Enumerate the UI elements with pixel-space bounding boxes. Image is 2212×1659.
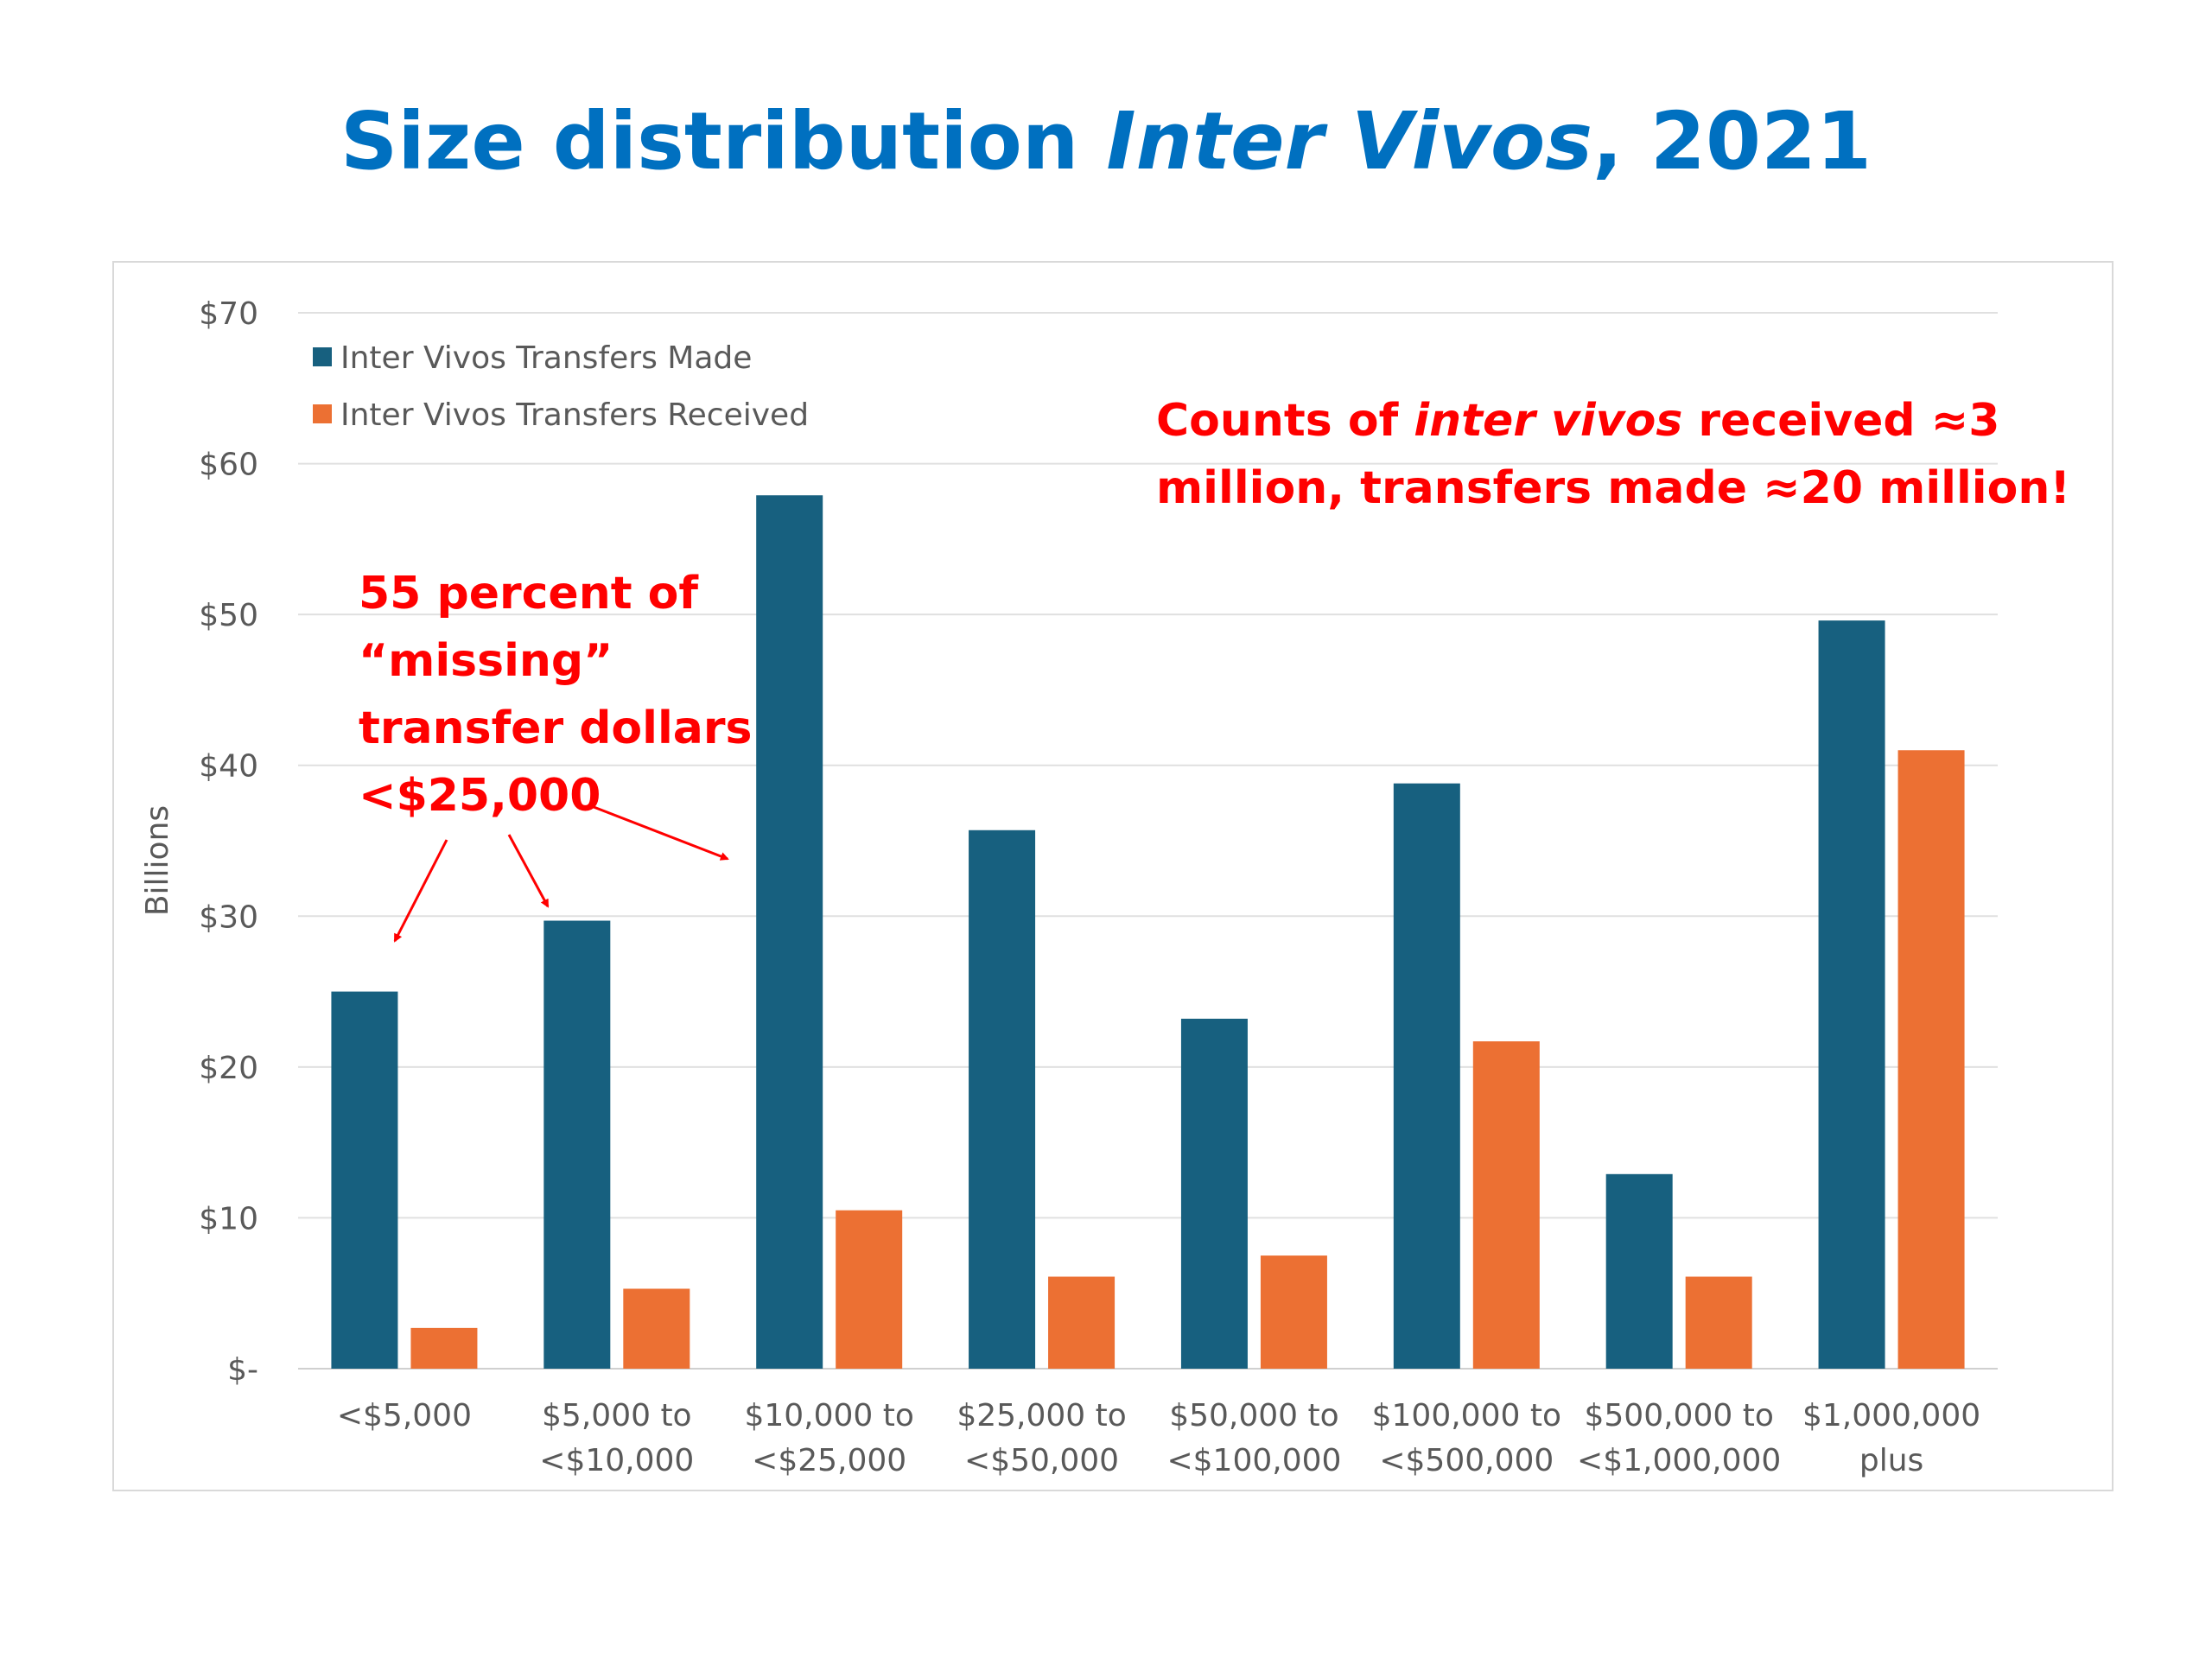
bar-made-0 <box>331 991 398 1369</box>
bar-received-4 <box>1260 1255 1327 1369</box>
x-tick-label: $500,000 to <box>1585 1398 1774 1433</box>
bar-received-6 <box>1685 1276 1752 1369</box>
x-tick-label: <$50,000 <box>964 1443 1119 1478</box>
x-tick-label: <$10,000 <box>539 1443 694 1478</box>
x-tick-label: $100,000 to <box>1372 1398 1561 1433</box>
y-axis-label: Billions <box>140 805 175 916</box>
bar-made-3 <box>969 830 1036 1369</box>
annotation-missing-line4: <$25,000 <box>359 770 601 822</box>
y-tick-label: $10 <box>199 1201 258 1236</box>
bar-made-2 <box>756 495 823 1369</box>
legend-swatch-made <box>313 347 332 366</box>
annotation-arrows <box>393 804 729 943</box>
y-tick-label: $- <box>227 1352 258 1388</box>
slide-title: Size distribution Inter Vivos, 2021 <box>0 95 2212 188</box>
annotation-missing-line2: “missing” <box>359 635 613 687</box>
bar-chart: $- $10 $20 $30 $40 $50 $60 $70 <$5,000 $5,000 to… <box>140 296 2070 1478</box>
y-tick-label: $30 <box>199 899 258 935</box>
x-tick-label: <$100,000 <box>1166 1443 1341 1478</box>
bar-made-7 <box>1818 620 1885 1369</box>
annotation-missing-line1: 55 percent of <box>359 568 699 620</box>
y-tick-label: $50 <box>199 598 258 633</box>
bar-received-5 <box>1472 1041 1540 1369</box>
annotation-missing-line3: transfer dollars <box>359 702 752 754</box>
legend-swatch-received <box>313 404 332 423</box>
bar-made-4 <box>1180 1018 1248 1369</box>
y-tick-label: $60 <box>199 448 258 483</box>
bar-received-0 <box>410 1327 478 1369</box>
legend: Inter Vivos Transfers Made Inter Vivos T… <box>313 340 809 433</box>
y-axis-ticks: $- $10 $20 $30 $40 $50 $60 $70 <box>199 296 258 1388</box>
bar-received-2 <box>836 1210 903 1369</box>
y-tick-label: $70 <box>199 296 258 332</box>
x-tick-label: $50,000 to <box>1169 1398 1338 1433</box>
bar-received-3 <box>1048 1276 1116 1369</box>
annotation-arrow-1 <box>393 839 448 943</box>
title-post: , 2021 <box>1592 95 1872 188</box>
legend-label-received: Inter Vivos Transfers Received <box>340 397 809 433</box>
annotation-counts-italic: inter vivos <box>1414 395 1682 447</box>
x-tick-label: $1,000,000 <box>1802 1398 1980 1433</box>
x-tick-label: <$5,000 <box>337 1398 472 1433</box>
x-tick-label: $5,000 to <box>542 1398 692 1433</box>
chart-frame: $- $10 $20 $30 $40 $50 $60 $70 <$5,000 $5,000 to… <box>112 261 2113 1491</box>
x-tick-label: <$25,000 <box>752 1443 906 1478</box>
x-tick-label: $25,000 to <box>957 1398 1126 1433</box>
x-tick-label: plus <box>1859 1443 1923 1478</box>
annotation-arrow-2 <box>507 834 550 908</box>
x-tick-label: <$1,000,000 <box>1577 1443 1781 1478</box>
bar-received-7 <box>1897 750 1965 1369</box>
title-pre: Size distribution <box>340 95 1107 188</box>
annotation-counts-pre: Counts of <box>1156 395 1414 447</box>
y-tick-label: $20 <box>199 1051 258 1086</box>
title-italic: Inter Vivos <box>1106 95 1592 188</box>
x-tick-label: $10,000 to <box>744 1398 913 1433</box>
annotation-arrow-3 <box>588 804 729 861</box>
bar-made-1 <box>543 920 611 1369</box>
bars <box>331 495 1965 1369</box>
bar-made-6 <box>1605 1173 1673 1369</box>
annotation-counts-line1: Counts of inter vivos received ≈3 <box>1156 395 2000 447</box>
y-tick-label: $40 <box>199 749 258 785</box>
bar-made-5 <box>1393 783 1460 1369</box>
legend-label-made: Inter Vivos Transfers Made <box>340 340 752 376</box>
x-axis-ticks: <$5,000 $5,000 to <$10,000 $10,000 to <$25,0… <box>337 1398 1980 1478</box>
annotation-counts-post: received ≈3 <box>1682 395 1999 447</box>
annotation-counts-line2: million, transfers made ≈20 million! <box>1156 462 2070 514</box>
bar-received-1 <box>623 1288 690 1369</box>
x-tick-label: <$500,000 <box>1379 1443 1554 1478</box>
